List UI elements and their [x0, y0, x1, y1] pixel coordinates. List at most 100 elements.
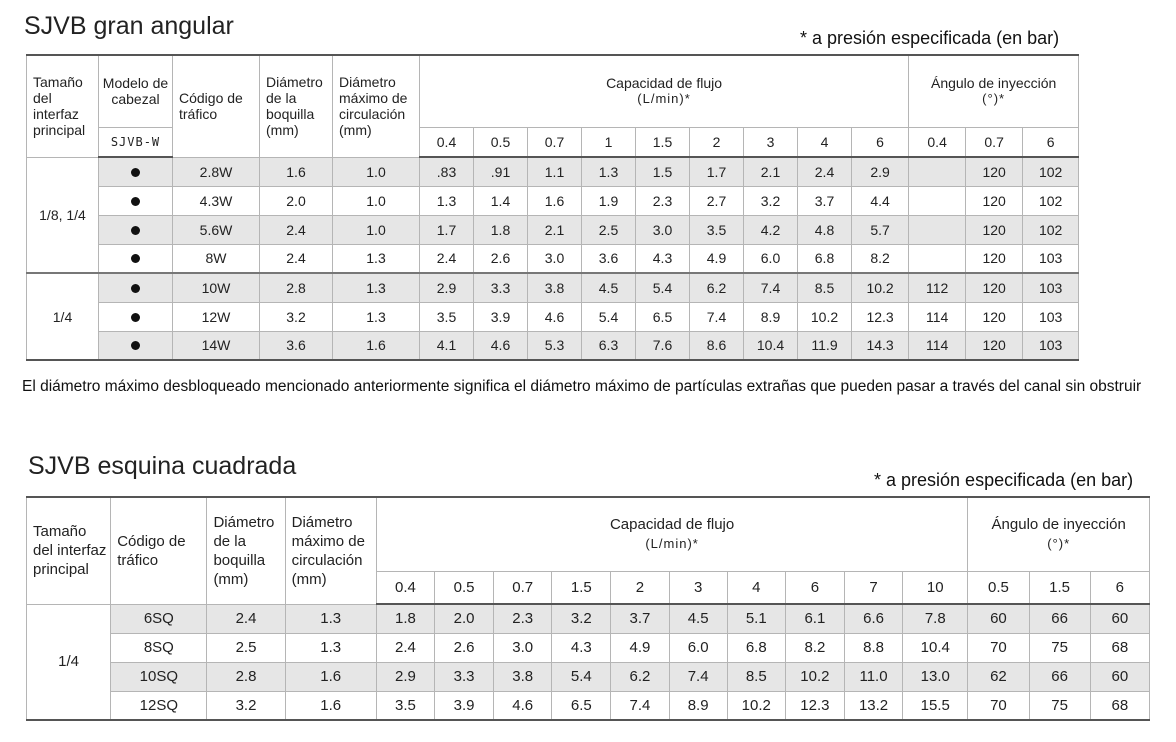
angle-value-cell: 120 — [965, 330, 1024, 361]
flow-value-cell: 8.9 — [668, 690, 728, 721]
table-row: 1/4 6SQ 2.4 1.3 1.8 2.0 2.3 3.2 3.7 4.5 5.1 6.1 6.6 7… — [25, 603, 1151, 721]
angle-value-cell: 120 — [965, 156, 1024, 187]
angle-value-cell: 102 — [1022, 185, 1080, 216]
flow-value-cell: 3.3 — [473, 272, 528, 303]
flow-value-cell: 7.4 — [668, 661, 728, 692]
flow-pressure-header: 7 — [843, 570, 904, 605]
table-row: 14W 3.6 1.6 4.1 4.6 5.3 6.3 7.6 8.6 10.4 11.9 14.3 1… — [27, 330, 1080, 361]
table-row: 1/8, 1/4 2.8W 1.6 1.0.83.91 1.1 1.3 1.5 1.7 2.1 2… — [26, 156, 1080, 274]
angle-value-cell: 60 — [967, 603, 1030, 634]
flow-value-cell: 4.1 — [419, 330, 474, 361]
traffic-code-cell: 10SQ — [110, 661, 208, 692]
flow-value-cell: 12.3 — [784, 690, 845, 721]
table-row: 8SQ 2.5 1.3 2.4 2.6 3.0 4.3 4.9 6.0 6.8 8.2 8.8 10.4… — [27, 632, 1151, 663]
flow-value-cell: 2.1 — [527, 214, 582, 245]
angle-value-cell — [908, 243, 967, 274]
flow-value-cell: 10.2 — [726, 690, 786, 721]
header-circulation-diameter: Diámetro máximo de circulación (mm) — [332, 54, 420, 158]
footnote: El diámetro máximo desbloqueado menciona… — [22, 378, 1142, 395]
flow-value-cell: 3.3 — [433, 661, 495, 692]
flow-value-cell: 3.5 — [689, 214, 744, 245]
angle-pressure-header: 6 — [1022, 126, 1080, 158]
angle-value-cell: 66 — [1028, 603, 1091, 634]
flow-value-cell: 4.6 — [527, 301, 582, 332]
flow-pressure-header: 4 — [797, 126, 852, 158]
flow-pressure-header: 2 — [689, 126, 744, 158]
bullet-dot-icon — [131, 283, 140, 293]
flow-pressure-header: 10 — [902, 570, 969, 605]
header-traffic-code: Código de tráfico — [110, 496, 208, 605]
circulation-diameter-cell: 1.3 — [332, 301, 420, 332]
angle-value-cell: 103 — [1022, 272, 1080, 303]
flow-value-cell: 4.4 — [850, 185, 910, 216]
flow-value-cell: .83 — [419, 156, 474, 187]
flow-value-cell: 1.3 — [581, 156, 636, 187]
flow-value-cell: 6.5 — [551, 690, 612, 721]
circulation-diameter-cell: 1.0 — [332, 185, 420, 216]
header-circulation-diameter: Diámetro máximo de circulación (mm) — [284, 496, 377, 605]
angle-value-cell: 62 — [967, 661, 1030, 692]
angle-value-cell: 75 — [1028, 690, 1091, 721]
angle-value-cell: 75 — [1028, 632, 1091, 663]
flow-pressure-header: 3 — [668, 570, 728, 605]
header-angle-unit: (°)* — [1047, 536, 1071, 552]
model-indicator-cell — [98, 330, 173, 361]
flow-value-cell: 6.8 — [797, 243, 852, 274]
angle-value-cell: 120 — [965, 243, 1024, 274]
angle-value-cell: 60 — [1089, 603, 1151, 634]
circulation-diameter-cell: 1.0 — [332, 156, 420, 187]
flow-value-cell: 3.0 — [493, 632, 553, 663]
traffic-code-cell: 8W — [172, 243, 260, 274]
flow-value-cell: .91 — [473, 156, 528, 187]
flow-pressure-header: 0.4 — [375, 570, 435, 605]
angle-value-cell: 120 — [965, 214, 1024, 245]
angle-value-cell: 66 — [1028, 661, 1091, 692]
angle-value-cell: 103 — [1022, 243, 1080, 274]
model-indicator-cell — [98, 214, 173, 245]
bullet-dot-icon — [131, 341, 140, 351]
header-angle-unit: (°)* — [982, 91, 1006, 107]
table-row: 8W 2.4 1.3 2.4 2.6 3.0 3.6 4.3 4.9 6.0 6.8 8.2 120 10… — [27, 243, 1080, 274]
flow-value-cell: 8.2 — [850, 243, 910, 274]
flow-value-cell: 7.4 — [610, 690, 670, 721]
flow-value-cell: 11.9 — [797, 330, 852, 361]
flow-value-cell: 1.1 — [527, 156, 582, 187]
nozzle-diameter-cell: 2.8 — [259, 272, 333, 303]
header-flow-capacity: Capacidad de flujo (L/min)* — [418, 54, 910, 128]
table-row: 12SQ 3.2 1.6 3.5 3.9 4.6 6.5 7.4 8.9 10.2 12.3 13.2… — [27, 690, 1151, 721]
bullet-dot-icon — [131, 167, 140, 177]
circulation-diameter-cell: 1.6 — [284, 690, 377, 721]
flow-value-cell: 2.9 — [850, 156, 910, 187]
flow-value-cell: 8.8 — [843, 632, 904, 663]
flow-pressure-header: 1.5 — [635, 126, 690, 158]
header-flow-unit: (L/min)* — [637, 91, 691, 107]
flow-value-cell: 2.4 — [797, 156, 852, 187]
flow-value-cell: 3.2 — [743, 185, 798, 216]
angle-value-cell: 120 — [965, 272, 1024, 303]
flow-pressure-header: 0.5 — [433, 570, 495, 605]
flow-value-cell: 2.9 — [375, 661, 435, 692]
flow-value-cell: 7.6 — [635, 330, 690, 361]
flow-pressure-header: 4 — [726, 570, 786, 605]
nozzle-diameter-cell: 3.6 — [259, 330, 333, 361]
traffic-code-cell: 14W — [172, 330, 260, 361]
circulation-diameter-cell: 1.0 — [332, 214, 420, 245]
flow-pressure-header: 0.7 — [493, 570, 553, 605]
angle-pressure-header: 6 — [1089, 570, 1151, 605]
flow-value-cell: 3.7 — [797, 185, 852, 216]
flow-value-cell: 6.8 — [726, 632, 786, 663]
flow-value-cell: 3.5 — [419, 301, 474, 332]
flow-pressure-header: 3 — [743, 126, 798, 158]
flow-value-cell: 1.8 — [375, 603, 435, 634]
flow-value-cell: 7.4 — [743, 272, 798, 303]
header-flow-capacity-label: Capacidad de flujo — [609, 516, 735, 534]
flow-value-cell: 10.2 — [797, 301, 852, 332]
flow-value-cell: 3.8 — [527, 272, 582, 303]
angle-pressure-header: 0.7 — [965, 126, 1024, 158]
header-model-code: SJVB-W — [98, 126, 173, 158]
flow-value-cell: 2.3 — [493, 603, 553, 634]
section1-title: SJVB gran angular — [24, 12, 234, 40]
flow-value-cell: 3.9 — [473, 301, 528, 332]
nozzle-diameter-cell: 2.4 — [259, 243, 333, 274]
angle-value-cell: 60 — [1089, 661, 1151, 692]
